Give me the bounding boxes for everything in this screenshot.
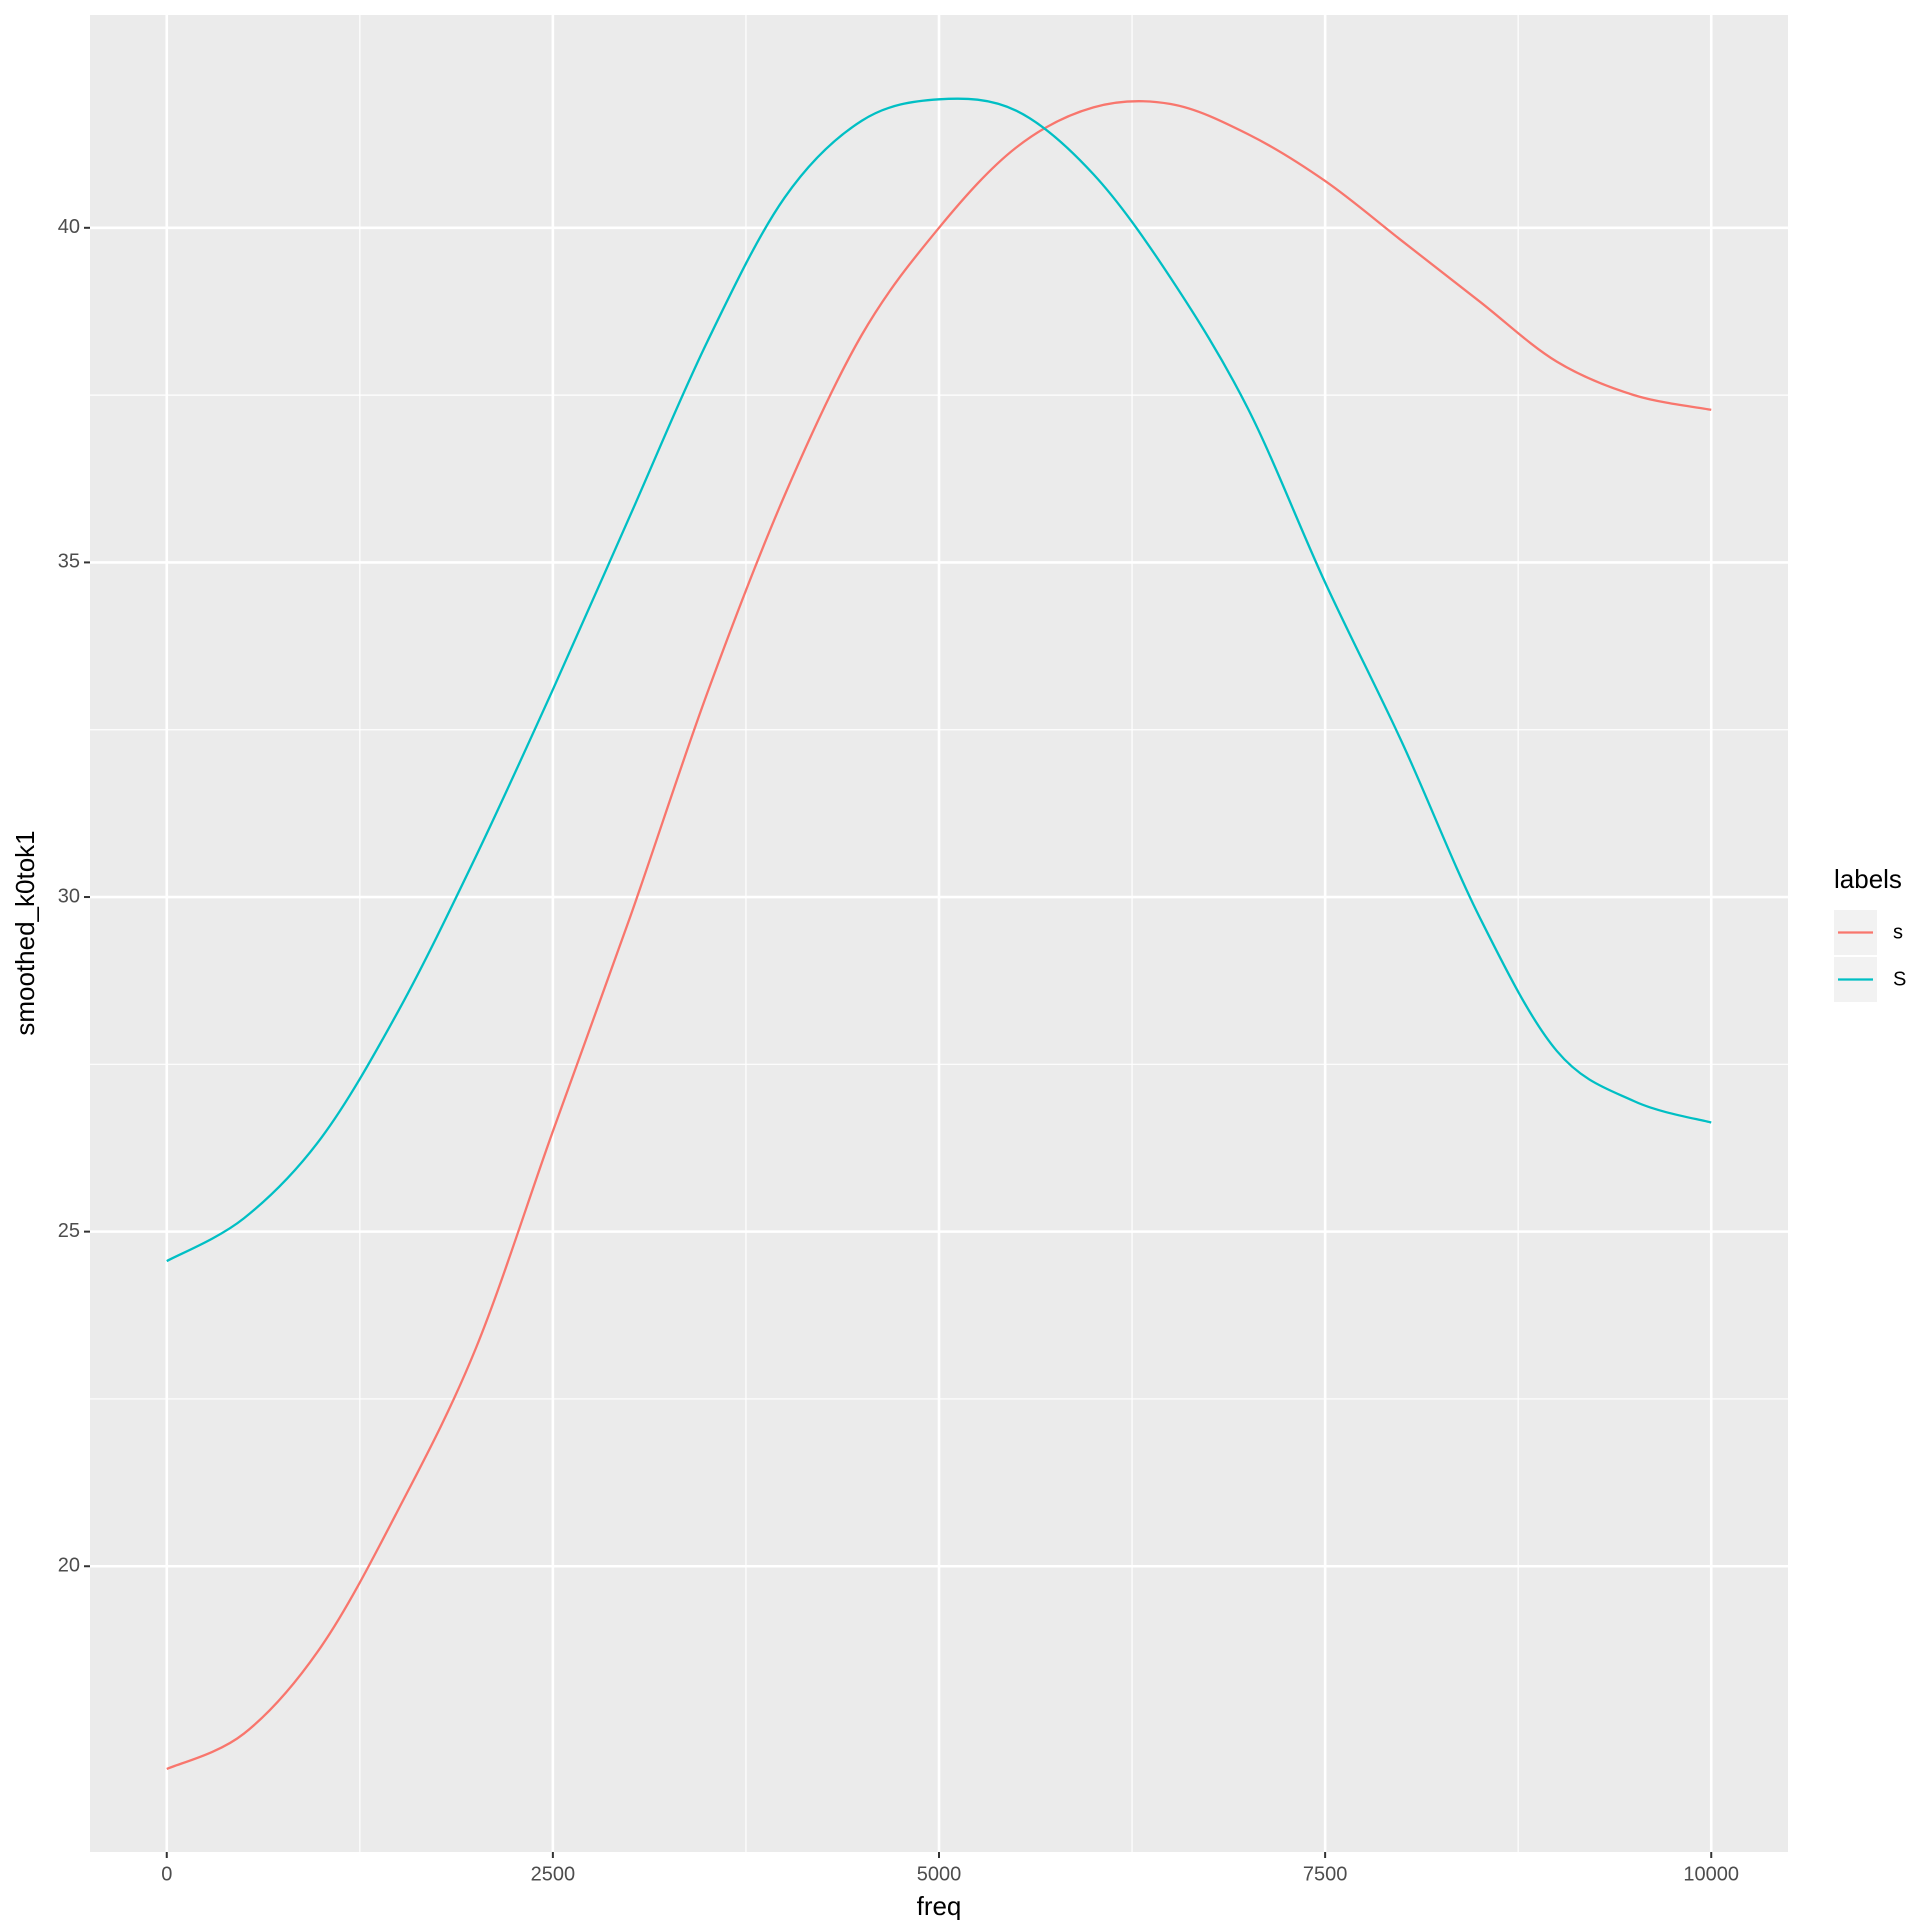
y-tick-label: 20 [58, 1555, 80, 1577]
y-tick-label: 35 [58, 551, 80, 573]
x-tick-label: 7500 [1303, 1863, 1348, 1885]
y-tick-label: 25 [58, 1220, 80, 1242]
series-line [166, 97, 1712, 1263]
legend-title: labels [1834, 864, 1902, 894]
lines [166, 97, 1712, 1771]
x-tick-label: 5000 [917, 1863, 962, 1885]
y-tick-label: 40 [58, 216, 80, 238]
grid [90, 15, 1788, 1852]
axes: 0 2500 5000 7500 10000 20 25 30 35 40 [58, 216, 1739, 1885]
legend: labels s S [1834, 864, 1906, 1002]
y-axis-title: smoothed_k0tok1 [10, 830, 40, 1035]
legend-label: s [1893, 921, 1903, 943]
y-tick-label: 30 [58, 885, 80, 907]
series-line [166, 100, 1712, 1771]
x-axis-title: freq [917, 1891, 962, 1920]
legend-label: S [1893, 968, 1906, 990]
x-tick-label: 0 [161, 1863, 172, 1885]
x-tick-label: 10000 [1683, 1863, 1739, 1885]
x-tick-label: 2500 [531, 1863, 576, 1885]
